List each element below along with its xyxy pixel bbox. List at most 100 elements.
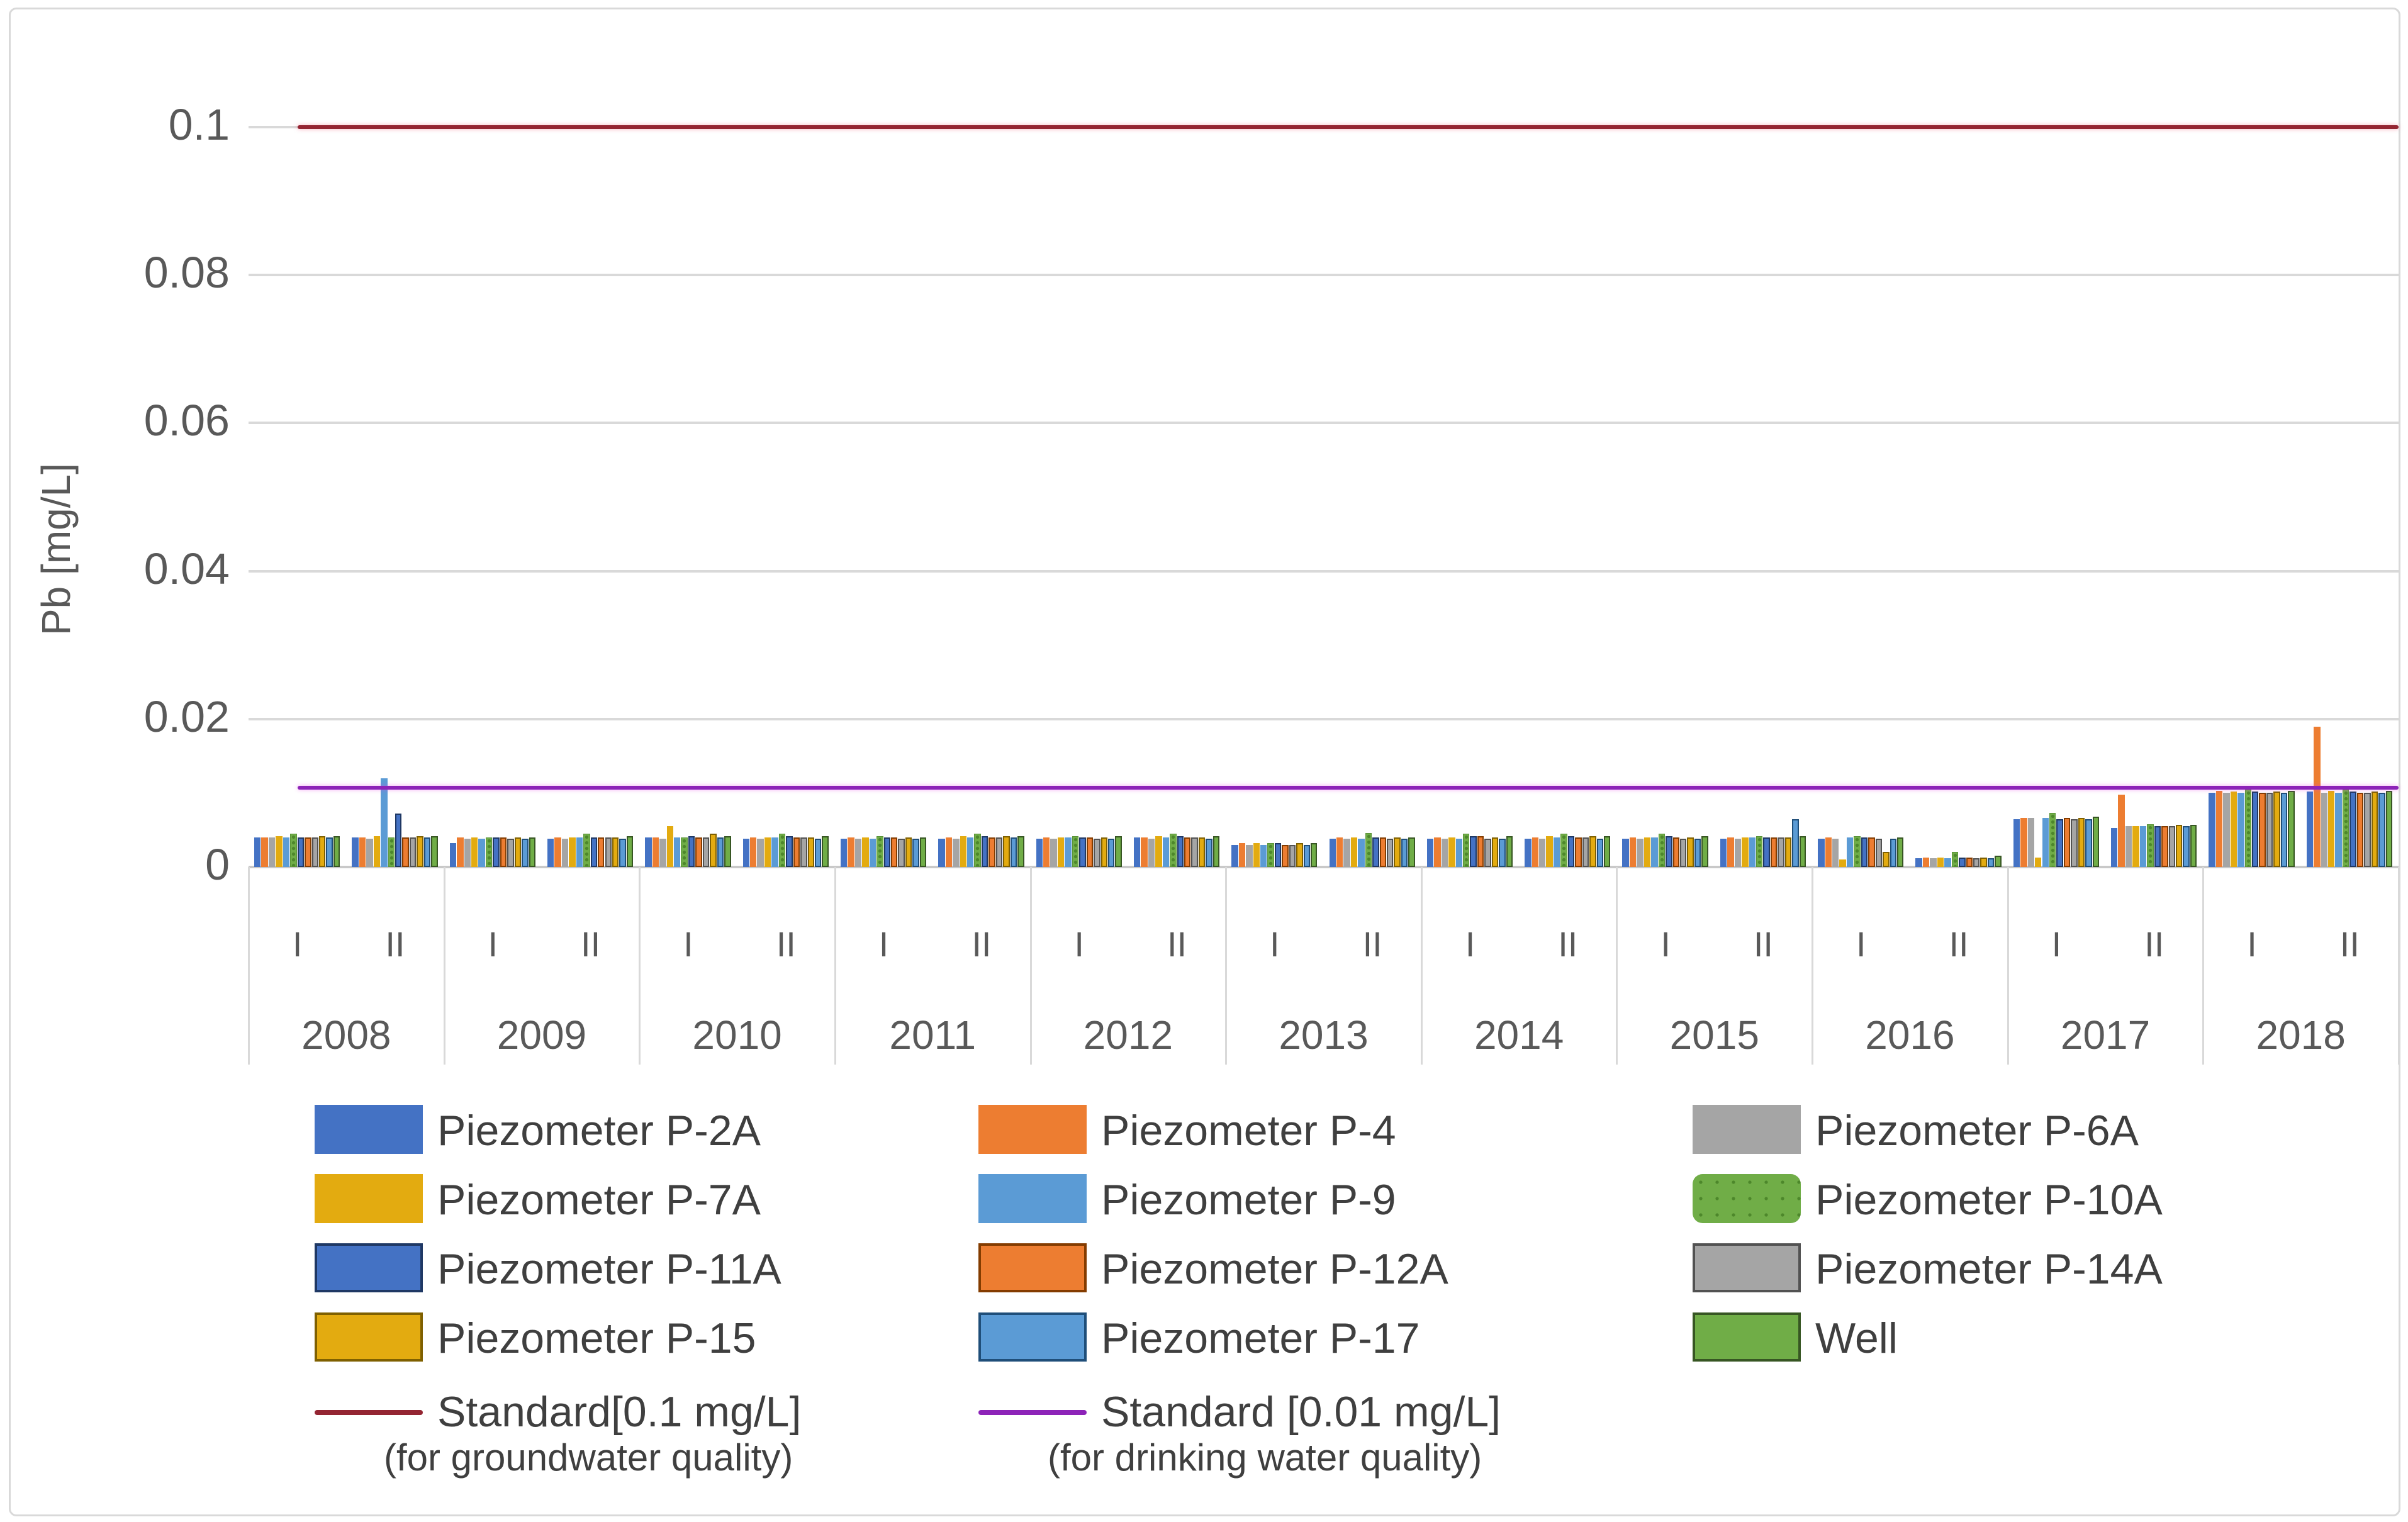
year-tick-label: 2013 bbox=[1279, 1012, 1369, 1058]
y-tick-label: 0 bbox=[205, 840, 230, 889]
period-tick-label: II bbox=[1167, 924, 1187, 964]
bar bbox=[2288, 790, 2295, 867]
bar bbox=[1238, 843, 1246, 867]
bar bbox=[1560, 834, 1567, 867]
bar bbox=[1868, 837, 1875, 867]
bar bbox=[395, 814, 402, 867]
year-divider bbox=[2398, 867, 2400, 1065]
bar bbox=[485, 837, 493, 867]
bar bbox=[1162, 837, 1170, 867]
bar bbox=[409, 837, 417, 867]
bar bbox=[2042, 818, 2049, 867]
period-tick-label: I bbox=[2247, 924, 2257, 964]
bar bbox=[1358, 839, 1365, 867]
bar bbox=[1311, 843, 1318, 867]
bar bbox=[1394, 837, 1401, 867]
bar bbox=[1329, 839, 1336, 867]
bar bbox=[1231, 844, 1238, 867]
period-tick-label: II bbox=[1362, 924, 1382, 964]
bar bbox=[1622, 839, 1629, 867]
legend-standard-sublabel: (for drinking water quality) bbox=[1048, 1436, 1482, 1479]
bar bbox=[2161, 826, 2168, 867]
bar bbox=[290, 834, 297, 867]
period-tick-label: I bbox=[878, 924, 889, 964]
bar bbox=[2209, 793, 2215, 867]
bar bbox=[1987, 858, 1995, 867]
bar bbox=[757, 839, 764, 867]
bar bbox=[2132, 826, 2139, 867]
bar bbox=[1666, 836, 1672, 867]
bar bbox=[912, 839, 919, 867]
bar bbox=[2168, 826, 2176, 867]
bar bbox=[1455, 839, 1463, 867]
bar bbox=[2092, 817, 2100, 867]
bar bbox=[2020, 818, 2027, 867]
bar bbox=[1491, 837, 1499, 867]
bar bbox=[2176, 824, 2183, 867]
bar bbox=[2027, 818, 2035, 867]
year-divider bbox=[639, 867, 641, 1065]
bar bbox=[840, 839, 848, 867]
bar bbox=[522, 839, 529, 867]
y-tick-label: 0.02 bbox=[143, 691, 230, 741]
bar bbox=[2349, 792, 2356, 867]
bar bbox=[2013, 819, 2020, 867]
bar bbox=[2071, 819, 2078, 867]
year-tick-label: 2014 bbox=[1474, 1012, 1564, 1058]
period-tick-label: I bbox=[1465, 924, 1476, 964]
year-divider bbox=[1225, 867, 1228, 1065]
legend-item-label: Piezometer P-10A bbox=[1815, 1176, 2163, 1224]
bar bbox=[2183, 826, 2190, 867]
bar bbox=[1141, 837, 1148, 867]
bar bbox=[1017, 836, 1024, 867]
bar bbox=[1470, 836, 1477, 867]
bar bbox=[674, 837, 681, 867]
legend-item-label: Piezometer P-7A bbox=[437, 1176, 761, 1224]
bar bbox=[471, 837, 478, 867]
year-divider bbox=[1029, 867, 1032, 1065]
year-tick-label: 2016 bbox=[1865, 1012, 1955, 1058]
y-tick-label: 0.06 bbox=[143, 396, 230, 445]
bar bbox=[457, 837, 464, 867]
bar bbox=[333, 836, 340, 867]
bar bbox=[598, 837, 605, 867]
legend-standard-sublabel: (for groundwater quality) bbox=[384, 1436, 793, 1479]
bar bbox=[1065, 837, 1072, 867]
bar bbox=[988, 837, 995, 867]
bar bbox=[876, 836, 883, 867]
bar bbox=[1365, 832, 1372, 867]
year-divider bbox=[443, 867, 445, 1065]
bar bbox=[2335, 793, 2342, 867]
bar bbox=[529, 837, 535, 867]
bar bbox=[807, 837, 815, 867]
bar bbox=[2321, 793, 2327, 867]
bar bbox=[1959, 857, 1966, 867]
bar bbox=[800, 837, 807, 867]
bar bbox=[1846, 837, 1854, 867]
bar bbox=[2063, 818, 2071, 867]
bar bbox=[938, 839, 945, 867]
legend-swatch bbox=[1693, 1174, 1801, 1223]
legend-swatch bbox=[978, 1105, 1087, 1154]
legend-item-label: Well bbox=[1815, 1314, 1898, 1362]
bar bbox=[1477, 836, 1484, 867]
bar bbox=[953, 839, 960, 867]
bar bbox=[1567, 836, 1575, 867]
y-tick-label: 0.1 bbox=[168, 100, 230, 149]
bar bbox=[2190, 824, 2197, 867]
bar bbox=[1499, 839, 1506, 867]
bar bbox=[1883, 852, 1890, 867]
period-tick-label: I bbox=[1270, 924, 1280, 964]
bar bbox=[822, 836, 829, 867]
bar bbox=[1582, 837, 1589, 867]
bar bbox=[1799, 836, 1806, 867]
period-tick-label: II bbox=[1949, 924, 1969, 964]
bar bbox=[1198, 837, 1206, 867]
bar bbox=[2266, 793, 2273, 867]
period-tick-label: I bbox=[2051, 924, 2062, 964]
bar bbox=[717, 837, 724, 867]
legend-swatch bbox=[978, 1243, 1087, 1292]
bar bbox=[1010, 837, 1017, 867]
year-tick-label: 2012 bbox=[1083, 1012, 1173, 1058]
bar bbox=[1818, 839, 1825, 867]
